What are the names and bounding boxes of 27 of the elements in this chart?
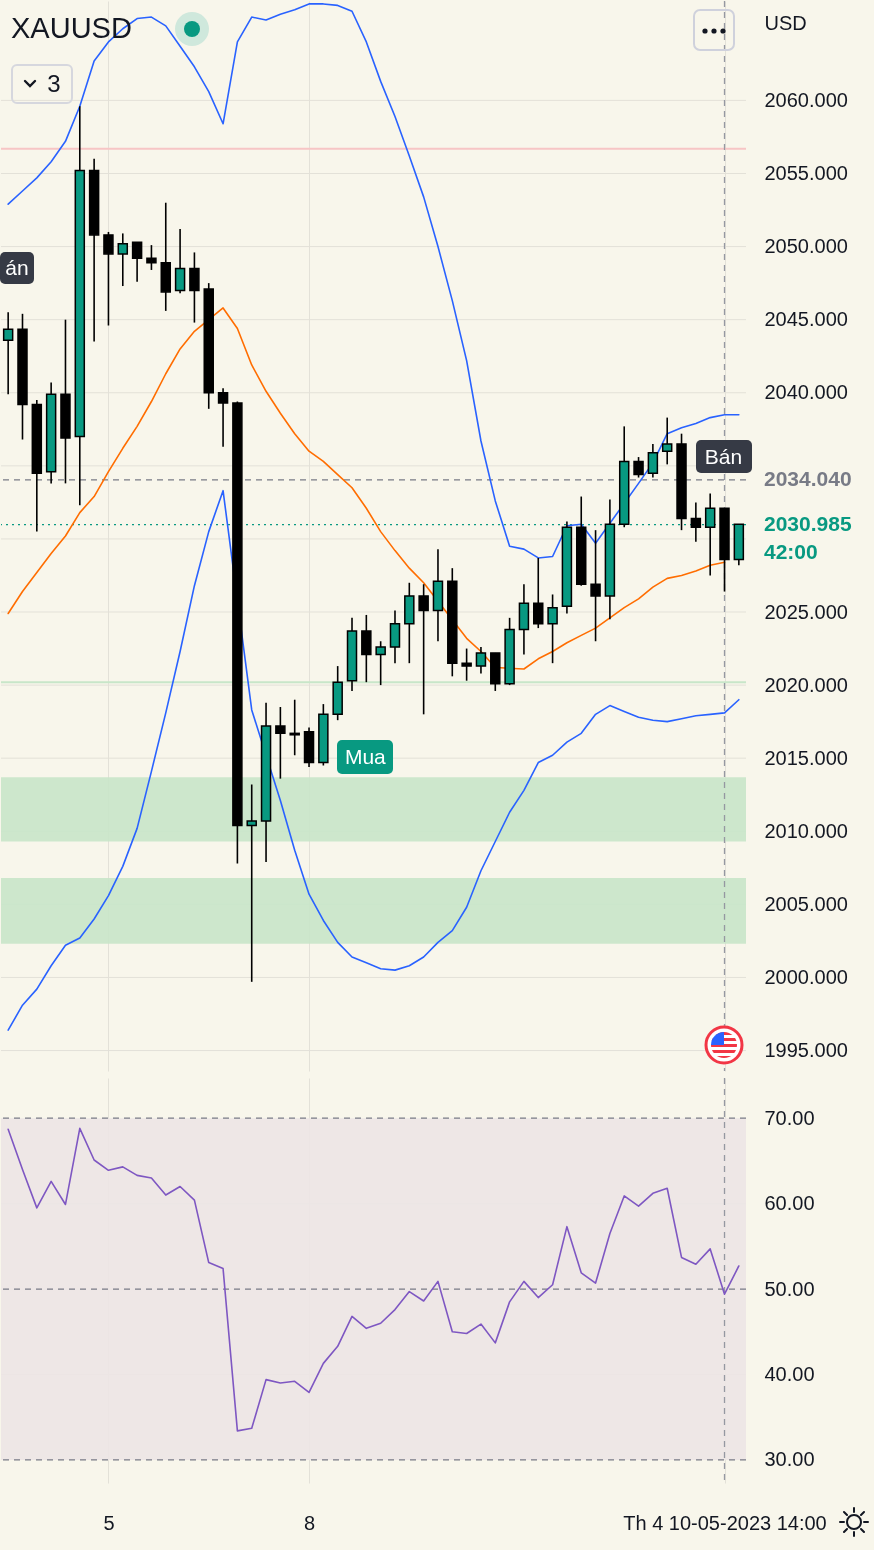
x-tick-label: Th 4 10-05-2023 14:00 (623, 1511, 827, 1534)
y-tick-label: 2015.000 (764, 746, 848, 769)
annotation: Mua (337, 740, 394, 774)
y-tick-label: 50.00 (764, 1277, 815, 1300)
y-tick-label: 2000.000 (764, 965, 848, 988)
annotation: án (0, 252, 34, 284)
x-tick-label: 8 (303, 1511, 316, 1534)
x-tick-label: 5 (103, 1511, 115, 1534)
annotation: 3 (47, 70, 61, 98)
y-tick-label: 2025.000 (764, 600, 848, 623)
ref-line-label: 2034.040 (764, 466, 852, 490)
y-tick-label: 70.00 (764, 1106, 815, 1129)
y-tick-label: 2010.000 (764, 819, 848, 842)
y-tick-label: 2060.000 (764, 88, 848, 111)
y-tick-label: 2055.000 (764, 161, 848, 184)
y-tick-label: 2040.000 (764, 381, 848, 404)
y-tick-label: 1995.000 (764, 1039, 848, 1062)
y-tick-label: 2005.000 (764, 892, 848, 915)
y-tick-label: 30.00 (764, 1448, 815, 1471)
y-tick-label: 2020.000 (764, 673, 848, 696)
y-tick-label: 2050.000 (764, 235, 848, 258)
y-tick-label: 40.00 (764, 1362, 815, 1385)
y-tick-label: 2045.000 (764, 308, 848, 331)
annotation: Bán (695, 440, 752, 473)
y-axis-title: USD (764, 11, 807, 34)
y-tick-label: 60.00 (764, 1192, 815, 1215)
ref-line-label: 2030.985 42:00 (764, 511, 852, 563)
